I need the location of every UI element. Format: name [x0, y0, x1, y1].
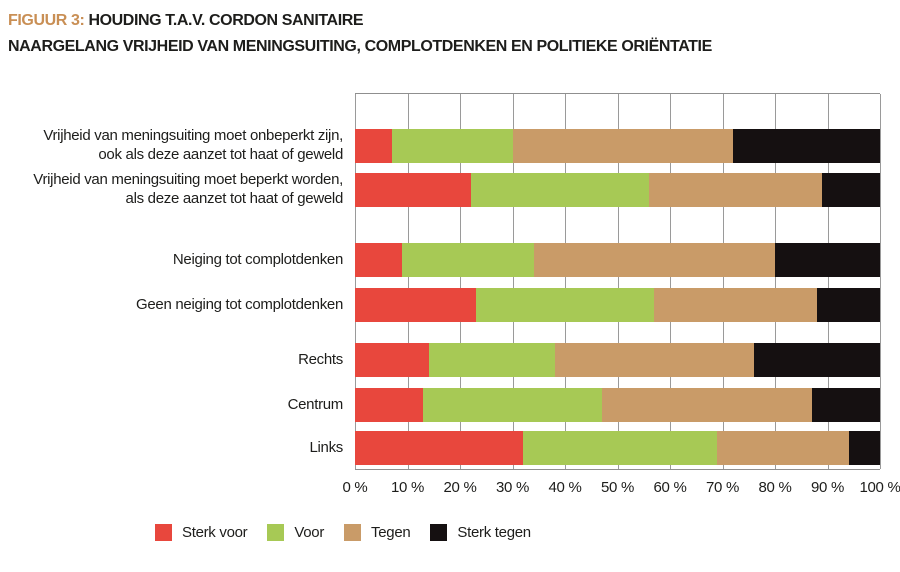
category-label: Vrijheid van meningsuiting moet onbeperk… [43, 127, 343, 163]
legend-item-sterk-tegen: Sterk tegen [430, 524, 531, 541]
x-tick-label: 90 % [811, 479, 844, 496]
x-tick-label: 0 % [342, 479, 368, 496]
bar-row-vrijheid-van-meningsuiting-moe [355, 129, 880, 163]
title-line-1: FIGUUR 3: HOUDING T.A.V. CORDON SANITAIR… [8, 8, 712, 34]
bar-segment-voor [391, 129, 513, 163]
bar-segment-sterk-voor [355, 129, 392, 163]
category-label: Geen neiging tot complotdenken [136, 295, 343, 313]
bar-segment-tegen [654, 288, 817, 322]
x-tick-label: 20 % [443, 479, 477, 496]
bar-segment-tegen [601, 388, 812, 422]
x-tick-label: 60 % [653, 479, 687, 496]
legend-swatch-sterk-voor [155, 524, 172, 541]
bar-segment-tegen [649, 173, 823, 207]
bar-row-geen-neiging-tot-complotdenken [355, 288, 880, 322]
x-tick-label: 40 % [548, 479, 582, 496]
legend-item-voor: Voor [267, 524, 324, 541]
category-label: Rechts [298, 350, 343, 368]
legend-label: Sterk voor [182, 524, 248, 541]
legend-label: Voor [294, 524, 325, 541]
category-label: Links [309, 438, 343, 456]
bar-segment-sterk-voor [355, 288, 476, 322]
category-label: Neiging tot complotdenken [172, 250, 343, 268]
gridline [722, 94, 724, 469]
bar-segment-sterk-tegen [754, 343, 880, 377]
bar-segment-tegen [512, 129, 733, 163]
gridline [355, 94, 356, 469]
bar-segment-sterk-voor [355, 388, 424, 422]
bar-segment-sterk-tegen [822, 173, 880, 207]
gridline [460, 94, 461, 469]
bar-segment-tegen [533, 243, 775, 277]
bar-segment-voor [402, 243, 534, 277]
gridline [775, 94, 776, 469]
category-label: Centrum [287, 395, 344, 413]
bar-segment-sterk-tegen [775, 243, 880, 277]
legend-item-sterk-voor: Sterk voor [155, 524, 248, 541]
gridline [880, 94, 881, 469]
figure-number: FIGUUR 3: [8, 12, 85, 29]
legend-swatch-tegen [344, 524, 362, 541]
legend-label: Tegen [371, 524, 411, 541]
category-label: Vrijheid van meningsuiting moet beperkt … [33, 171, 343, 207]
bar-segment-voor [523, 431, 718, 465]
x-tick-label: 30 % [496, 479, 529, 496]
bar-row-centrum [355, 388, 880, 422]
x-tick-label: 70 % [706, 479, 739, 496]
bar-row-links [355, 431, 880, 465]
gridline [512, 94, 514, 469]
bar-segment-sterk-voor [355, 173, 471, 207]
gridline [827, 94, 829, 469]
legend-swatch-sterk-tegen [430, 524, 448, 541]
bar-row-vrijheid-van-meningsuiting-moe [355, 173, 880, 207]
bar-segment-voor [470, 173, 649, 207]
x-tick-label: 80 % [758, 479, 792, 496]
x-tick-label: 100 % [859, 479, 900, 496]
plot-area [355, 93, 881, 470]
legend-label: Sterk tegen [457, 524, 531, 541]
bar-segment-voor [423, 388, 602, 422]
legend-item-tegen: Tegen [344, 524, 411, 541]
bar-segment-sterk-voor [355, 431, 523, 465]
bar-row-rechts [355, 343, 880, 377]
bar-segment-sterk-tegen [811, 388, 880, 422]
title-line-2: NAARGELANG VRIJHEID VAN MENINGSUITING, C… [8, 38, 712, 55]
title-line1-text: HOUDING T.A.V. CORDON SANITAIRE [88, 12, 364, 29]
legend-swatch-voor [267, 524, 285, 541]
figure-title: FIGUUR 3: HOUDING T.A.V. CORDON SANITAIR… [8, 8, 712, 60]
gridline [407, 94, 409, 469]
x-tick-label: 10 % [391, 479, 424, 496]
bar-segment-sterk-tegen [817, 288, 880, 322]
bar-segment-sterk-tegen [733, 129, 880, 163]
bar-segment-tegen [717, 431, 849, 465]
bar-segment-tegen [554, 343, 754, 377]
x-tick-label: 50 % [601, 479, 634, 496]
gridline [670, 94, 671, 469]
bar-segment-voor [475, 288, 655, 322]
bar-segment-sterk-voor [355, 243, 403, 277]
gridline [617, 94, 619, 469]
bar-segment-voor [428, 343, 555, 377]
bar-segment-sterk-tegen [848, 431, 880, 465]
bar-row-neiging-tot-complotdenken [355, 243, 880, 277]
bar-segment-sterk-voor [355, 343, 429, 377]
gridline [565, 94, 566, 469]
legend: Sterk voor Voor Tegen Sterk tegen [155, 524, 531, 541]
